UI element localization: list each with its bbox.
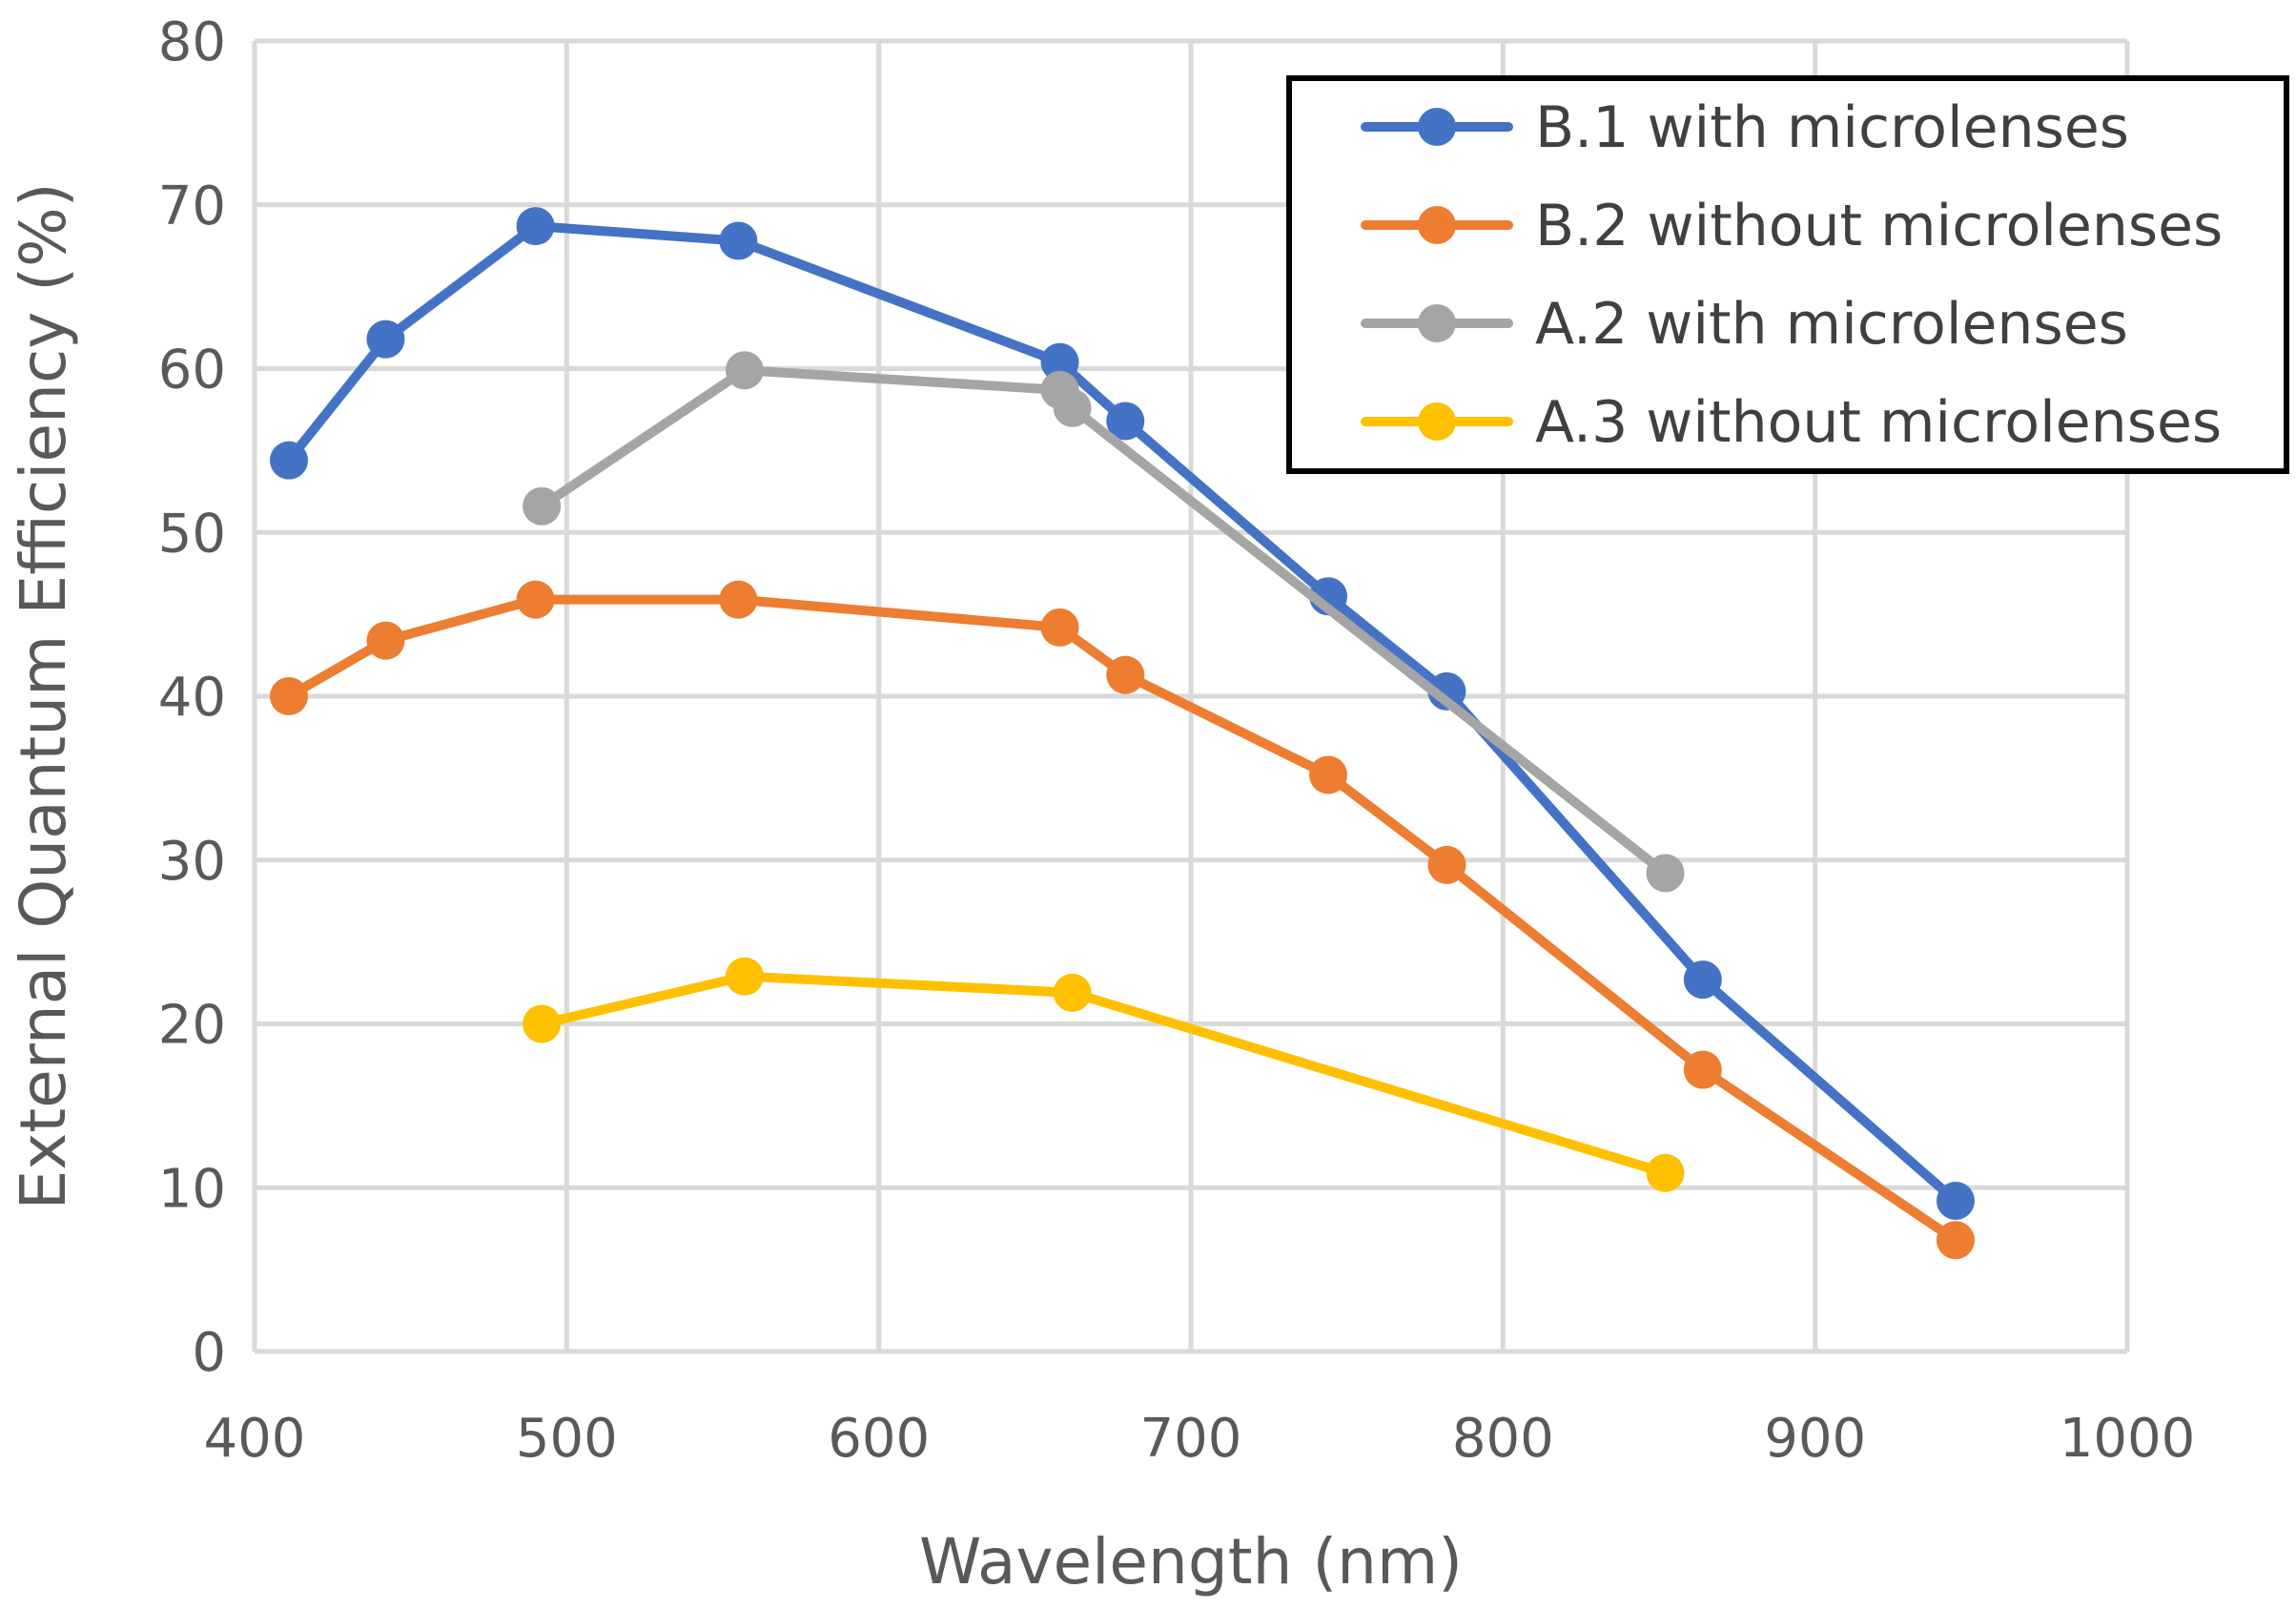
data-point: [1053, 973, 1092, 1012]
data-point: [719, 580, 758, 619]
series-line: [286, 594, 1958, 1245]
data-point: [1040, 608, 1079, 647]
x-tick-label: 500: [516, 1408, 618, 1470]
data-point: [1936, 1221, 1975, 1260]
legend-item: A.2 with microlenses: [1361, 291, 2128, 358]
series-line: [541, 971, 1667, 1178]
legend-box: [1286, 75, 2289, 474]
data-point: [516, 207, 555, 246]
data-point: [1309, 755, 1348, 794]
data-point: [523, 1004, 562, 1043]
legend-item: B.2 without microlenses: [1361, 193, 2223, 259]
legend-item: B.1 with microlenses: [1361, 94, 2129, 161]
legend-label: B.2 without microlenses: [1535, 193, 2223, 259]
y-tick-label: 0: [192, 1322, 226, 1384]
y-tick-label: 70: [158, 175, 226, 237]
data-point: [366, 320, 405, 359]
data-point: [725, 351, 764, 390]
legend-label: A.2 with microlenses: [1535, 291, 2128, 358]
data-point: [719, 221, 758, 260]
data-point: [725, 957, 764, 996]
x-tick-label: 700: [1140, 1408, 1242, 1470]
y-tick-label: 40: [158, 667, 226, 729]
data-point: [270, 677, 309, 715]
x-tick-label: 800: [1452, 1408, 1554, 1470]
y-tick-label: 20: [158, 995, 226, 1057]
data-point: [366, 621, 405, 660]
series-4: [523, 957, 1685, 1192]
data-point: [1053, 388, 1092, 427]
series-1: [270, 207, 1975, 1220]
series-3: [523, 351, 1685, 893]
series-layer: [270, 207, 1975, 1260]
data-point: [1936, 1181, 1975, 1220]
x-tick-label: 600: [828, 1408, 930, 1470]
data-point: [1683, 960, 1722, 1000]
legend-swatch-marker: [1418, 108, 1456, 146]
series-line: [285, 221, 1959, 1205]
x-tick-label: 400: [204, 1408, 306, 1470]
data-point: [1646, 1153, 1685, 1192]
y-tick-label: 80: [158, 11, 226, 73]
x-tick-label: 900: [1764, 1408, 1866, 1470]
data-point: [1106, 655, 1145, 694]
legend-label: B.1 with microlenses: [1535, 94, 2129, 161]
series-2: [270, 580, 1975, 1260]
x-tick-label: 1000: [2060, 1408, 2196, 1470]
y-tick-label: 10: [158, 1158, 226, 1220]
legend-label: A.3 without microlenses: [1535, 389, 2222, 456]
x-axis-title: Wavelength (nm): [919, 1525, 1463, 1599]
y-axis-title: External Quantum Efficiency (%): [7, 183, 80, 1210]
data-point: [1683, 1050, 1722, 1089]
legend-item: A.3 without microlenses: [1361, 389, 2222, 456]
data-point: [270, 441, 309, 480]
legend-swatch-marker: [1418, 304, 1456, 342]
data-point: [1427, 671, 1466, 711]
legend: B.1 with microlenses B.2 without microlen…: [1286, 75, 2289, 474]
data-point: [523, 486, 562, 526]
grid: [252, 38, 2130, 1354]
y-tick-label: 50: [158, 503, 226, 565]
legend-swatch-marker: [1418, 206, 1456, 244]
data-point: [1040, 342, 1079, 382]
data-point: [1646, 854, 1685, 893]
data-point: [1427, 845, 1466, 884]
y-tick-label: 60: [158, 340, 226, 402]
legend-swatch-marker: [1418, 402, 1456, 441]
tick-labels: 0 10 20 30 40 50 60 70 80 400 500 600 700 800 900 1000: [158, 11, 2196, 1470]
data-point: [516, 580, 555, 619]
data-point: [1106, 402, 1145, 441]
y-tick-label: 30: [158, 831, 226, 893]
